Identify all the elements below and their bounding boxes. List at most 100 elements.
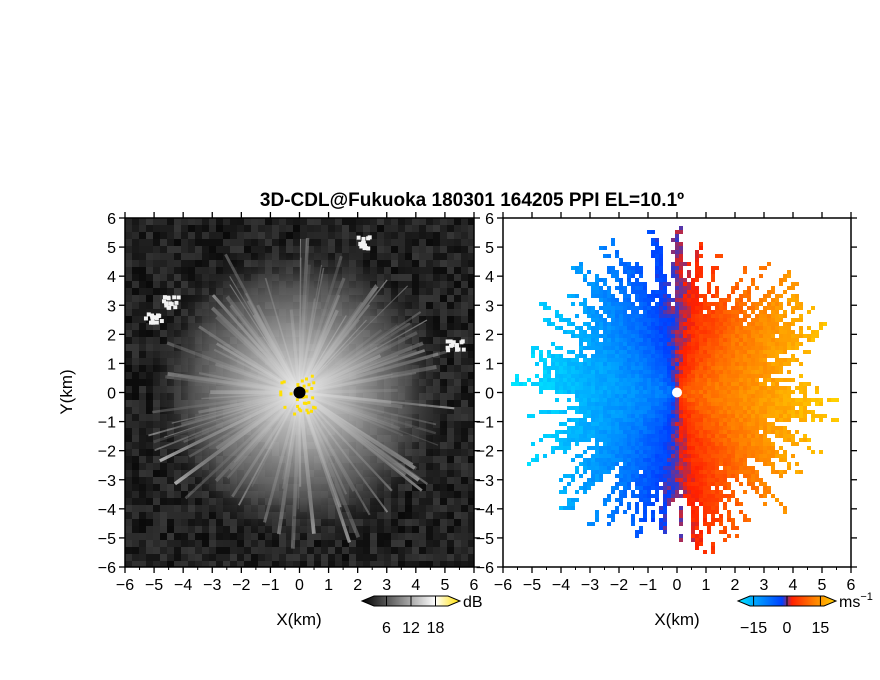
velocity-pixel [663,342,667,346]
velocity-pixel [583,362,587,366]
noise-cell [251,547,258,554]
velocity-pixel [695,358,699,362]
velocity-pixel [687,426,691,430]
velocity-pixel [615,382,619,386]
velocity-pixel [635,310,639,314]
noise-cell [349,540,356,547]
velocity-pixel [535,382,539,386]
velocity-pixel [603,246,607,250]
velocity-pixel [591,410,595,414]
velocity-pixel [619,282,623,286]
velocity-pixel [623,390,627,394]
velocity-pixel [619,314,623,318]
velocity-pixel [755,386,759,390]
noise-cell [461,274,468,281]
noise-cell [377,218,384,225]
velocity-pixel [699,386,703,390]
noise-cell [181,260,188,267]
velocity-pixel [755,314,759,318]
noise-cell [307,218,314,225]
velocity-pixel [691,302,695,306]
velocity-pixel [627,270,631,274]
velocity-pixel [623,414,627,418]
velocity-pixel [667,334,671,338]
velocity-pixel [707,390,711,394]
velocity-pixel [707,426,711,430]
reflectivity-colorbar: 6 12 18 dB [360,594,483,637]
noise-cell [202,267,209,274]
velocity-pixel [539,350,543,354]
velocity-pixel [591,426,595,430]
noise-cell [286,547,293,554]
edge-echo-pixel [461,347,466,352]
velocity-pixel [555,354,559,358]
velocity-pixel [651,310,655,314]
noise-cell [125,414,132,421]
noise-cell [440,337,447,344]
velocity-pixel [679,230,683,234]
noise-cell [461,505,468,512]
velocity-pixel [763,318,767,322]
velocity-pixel [607,330,611,334]
noise-cell [468,302,474,309]
noise-cell [223,533,230,540]
noise-cell [461,533,468,540]
velocity-pixel [715,286,719,290]
velocity-pixel [831,398,835,402]
velocity-pixel [539,386,543,390]
velocity-pixel [623,382,627,386]
noise-cell [293,225,300,232]
velocity-pixel [743,354,747,358]
velocity-pixel [799,342,803,346]
noise-cell [160,533,167,540]
velocity-pixel [627,414,631,418]
velocity-pixel [631,310,635,314]
velocity-pixel [699,370,703,374]
velocity-pixel [695,386,699,390]
velocity-pixel [663,414,667,418]
noise-cell [132,330,139,337]
velocity-pixel [755,326,759,330]
velocity-pixel [703,418,707,422]
noise-cell [300,561,307,567]
noise-cell [433,246,440,253]
noise-cell [447,351,454,358]
velocity-pixel [543,370,547,374]
noise-cell [412,554,419,561]
noise-cell [447,218,454,225]
noise-cell [342,225,349,232]
noise-cell [426,512,433,519]
velocity-pixel [603,398,607,402]
velocity-pixel [583,322,587,326]
velocity-pixel [755,338,759,342]
velocity-pixel [775,390,779,394]
velocity-pixel [659,266,663,270]
velocity-pixel [735,378,739,382]
velocity-pixel [819,402,823,406]
noise-cell [454,484,461,491]
velocity-pixel [735,282,739,286]
noise-cell [440,477,447,484]
noise-cell [468,435,474,442]
colorbar-tick-label: 12 [402,620,420,637]
velocity-pixel [659,342,663,346]
velocity-pixel [771,338,775,342]
velocity-pixel [599,398,603,402]
velocity-pixel [739,278,743,282]
noise-cell [139,239,146,246]
velocity-pixel [703,354,707,358]
velocity-pixel [643,310,647,314]
noise-cell [202,246,209,253]
noise-cell [195,547,202,554]
velocity-pixel [775,406,779,410]
noise-cell [258,561,265,567]
velocity-pixel [635,338,639,342]
x-tick-label: −1 [261,577,279,594]
velocity-pixel [791,390,795,394]
noise-cell [125,274,132,281]
velocity-pixel [603,414,607,418]
velocity-pixel [747,322,751,326]
noise-cell [216,526,223,533]
velocity-pixel [695,414,699,418]
